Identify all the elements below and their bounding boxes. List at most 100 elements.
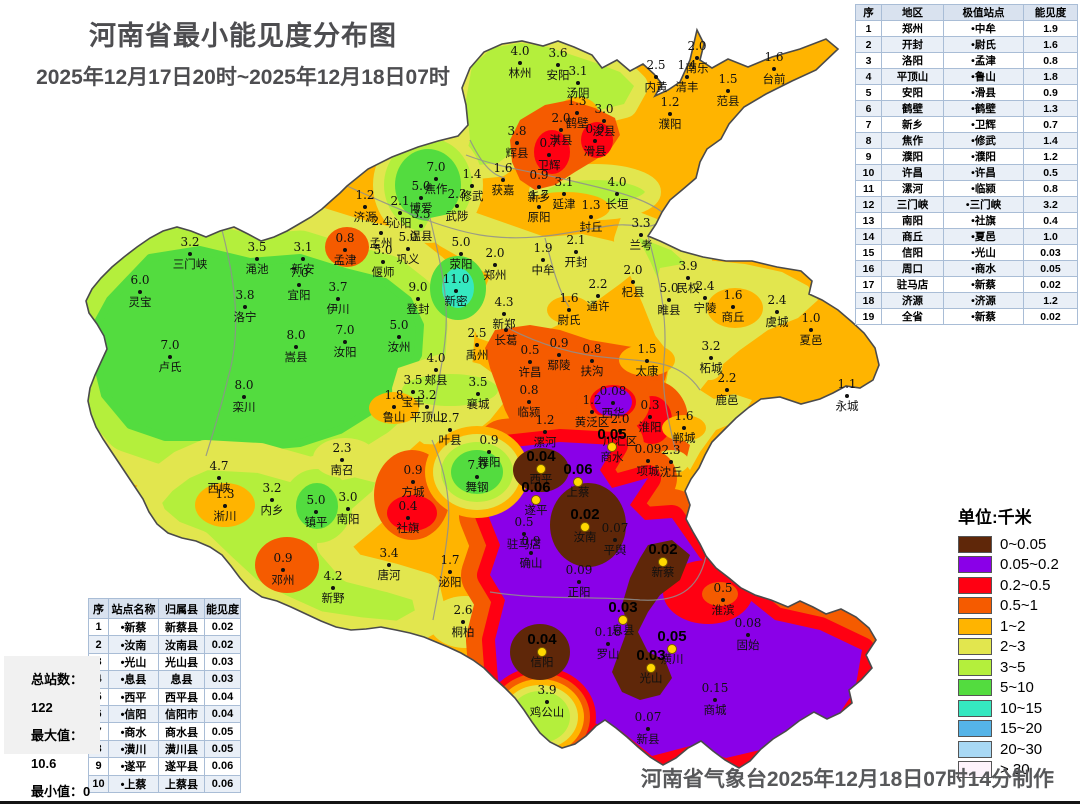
station-name: 舞阳: [478, 455, 501, 469]
station-dot: [725, 388, 729, 392]
station-value: 0.07: [602, 521, 629, 535]
station-dot: [607, 442, 617, 452]
station-name: 方城: [402, 485, 425, 499]
station-name: 汝南: [574, 530, 597, 544]
station-dot: [726, 89, 730, 93]
region-table-row: 8 焦作 •修武 1.4: [855, 132, 1078, 149]
cell: 驻马店: [881, 276, 944, 293]
cell: •鲁山: [943, 68, 1024, 85]
station-name: 杞县: [622, 285, 645, 299]
station-value: 1.5: [637, 342, 656, 356]
column-header: 序: [855, 4, 882, 21]
map-station: 3.1 新安: [292, 240, 315, 276]
cell: 光山县: [158, 652, 205, 672]
station-dot: [602, 119, 606, 123]
station-name: 柘城: [700, 361, 723, 375]
station-value: 3.3: [631, 216, 650, 230]
station-name: 郑州: [484, 268, 507, 282]
station-dot: [703, 296, 707, 300]
station-table-row: 10 •上蔡 上蔡县 0.06: [88, 774, 241, 793]
map-station: 0.05 潢川: [657, 628, 686, 666]
station-dot: [668, 112, 672, 116]
station-name: 伊川: [327, 302, 350, 316]
station-name: 太康: [636, 364, 659, 378]
station-name: 唐河: [378, 568, 401, 582]
map-station: 0.05 商水: [597, 426, 626, 464]
station-value: 5.0: [389, 318, 408, 332]
station-name: 洛宁: [234, 310, 257, 324]
cell: 9: [855, 148, 882, 165]
map-station: 8.0 嵩县: [285, 328, 308, 364]
station-dot: [397, 335, 401, 339]
cell: 濮阳: [881, 148, 944, 165]
station-dot: [667, 644, 677, 654]
map-station: 2.3 沈丘: [660, 443, 683, 479]
station-dot: [223, 504, 227, 508]
map-station: 9.0 登封: [407, 280, 430, 316]
station-dot: [580, 522, 590, 532]
prefecture-borders: [205, 139, 707, 621]
station-value: 1.6: [764, 50, 783, 64]
map-station: 0.9 新乡: [528, 168, 551, 204]
station-name: 潢川: [661, 652, 684, 666]
map-station: 1.3 鹤壁: [566, 94, 589, 130]
legend-label: 0.5~1: [1000, 597, 1038, 615]
map-station: 2.2 鹿邑: [716, 371, 739, 407]
legend-swatch: [958, 638, 992, 656]
station-name: 商城: [704, 703, 727, 717]
column-header: 站点名称: [108, 598, 159, 619]
station-value: 1.4: [462, 167, 481, 181]
station-value: 0.9: [549, 336, 568, 350]
station-value: 3.5: [411, 207, 430, 221]
station-name: 黄泛区: [575, 415, 610, 429]
map-station: 1.2 漯河: [534, 413, 557, 449]
station-dot: [562, 192, 566, 196]
station-dot: [138, 290, 142, 294]
station-name: 泌阳: [439, 575, 462, 589]
map-station: 5.0 镇平: [305, 493, 328, 529]
station-value: 7.0: [426, 160, 445, 174]
region-table-row: 6 鹤壁 •鹤壁 1.3: [855, 100, 1078, 117]
cell: 上蔡县: [158, 774, 205, 793]
station-value: 7.0: [467, 458, 486, 472]
cell: •光山: [108, 652, 159, 672]
station-dot: [593, 139, 597, 143]
legend-item: 0.05~0.2: [958, 555, 1059, 576]
station-dot: [501, 178, 505, 182]
map-station: 3.5 宝丰: [402, 373, 425, 409]
station-value: 0.08: [600, 384, 627, 398]
map-station: 3.2 平顶山: [410, 388, 445, 424]
station-name: 温县: [410, 229, 433, 243]
station-dot: [596, 294, 600, 298]
station-dot: [577, 580, 581, 584]
map-station: 2.0 郑州: [484, 246, 507, 282]
map-station: 4.0 长垣: [606, 175, 629, 211]
station-value: 2.4: [371, 214, 390, 228]
map-station: 5.0 荥阳: [450, 235, 473, 271]
station-dot: [255, 257, 259, 261]
cell: 郑州: [881, 20, 944, 37]
station-name: 驻马店: [507, 537, 542, 551]
region-table-row: 16 周口 •商水 0.05: [855, 260, 1078, 277]
legend-item: 5~10: [958, 678, 1059, 699]
region-table-row: 14 商丘 •夏邑 1.0: [855, 228, 1078, 245]
station-value: 8.0: [234, 378, 253, 392]
map-station: 7.0 舞钢: [466, 458, 489, 494]
station-dot: [281, 568, 285, 572]
station-dot: [493, 263, 497, 267]
stat-max-value: 最大值：10.6: [31, 728, 84, 771]
map-station: 0.9 确山: [520, 534, 543, 570]
station-name: 淮阳: [639, 420, 662, 434]
station-value: 3.2: [262, 481, 281, 495]
map-station: 3.8 辉县: [506, 124, 529, 160]
column-header: 能见度: [1023, 4, 1078, 21]
station-dot: [536, 464, 546, 474]
column-header: 序: [88, 598, 109, 619]
map-station: 2.7 叶县: [439, 411, 462, 447]
station-dot: [606, 642, 610, 646]
map-station: 2.4 宁陵: [694, 279, 717, 315]
map-station: 1.0 夏邑: [800, 311, 823, 347]
map-station: 1.6 郸城: [673, 409, 696, 445]
station-dot: [772, 67, 776, 71]
map-station: 7.0 宜阳: [288, 266, 311, 302]
